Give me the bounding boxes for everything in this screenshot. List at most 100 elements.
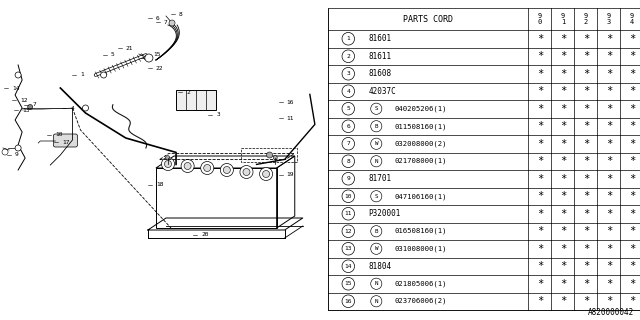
Text: *: *: [559, 296, 566, 306]
Text: 13: 13: [344, 246, 352, 251]
Text: B: B: [374, 124, 378, 129]
Text: *: *: [537, 296, 543, 306]
Text: *: *: [605, 156, 612, 166]
Circle shape: [184, 163, 191, 170]
Circle shape: [100, 72, 107, 78]
Text: 11: 11: [344, 211, 352, 216]
Text: 14: 14: [344, 264, 352, 269]
Circle shape: [220, 164, 234, 177]
Text: 6: 6: [346, 124, 350, 129]
Text: *: *: [605, 121, 612, 131]
Text: *: *: [582, 69, 589, 79]
Circle shape: [243, 169, 250, 175]
Text: 12: 12: [20, 98, 28, 102]
Text: *: *: [628, 209, 635, 219]
Text: 5: 5: [346, 106, 350, 111]
Text: *: *: [582, 226, 589, 236]
Text: 20: 20: [201, 233, 209, 237]
Text: 040205206(1): 040205206(1): [394, 106, 447, 112]
Text: *: *: [582, 209, 589, 219]
Text: *: *: [582, 296, 589, 306]
Text: *: *: [582, 121, 589, 131]
Circle shape: [83, 105, 88, 111]
Text: *: *: [537, 51, 543, 61]
Text: 4: 4: [346, 89, 350, 94]
Text: 81608: 81608: [368, 69, 392, 78]
Text: *: *: [537, 261, 543, 271]
Text: *: *: [559, 244, 566, 254]
Text: *: *: [582, 51, 589, 61]
Text: *: *: [582, 34, 589, 44]
Text: 16: 16: [287, 100, 294, 105]
Polygon shape: [176, 90, 216, 110]
Text: 021708000(1): 021708000(1): [394, 158, 447, 164]
Text: *: *: [628, 69, 635, 79]
Text: P320001: P320001: [368, 209, 401, 218]
Text: *: *: [605, 261, 612, 271]
Text: 023706006(2): 023706006(2): [394, 298, 447, 305]
Text: *: *: [605, 209, 612, 219]
Text: *: *: [605, 69, 612, 79]
Text: *: *: [559, 69, 566, 79]
Text: *: *: [582, 261, 589, 271]
Text: S: S: [374, 106, 378, 111]
Circle shape: [223, 166, 230, 173]
FancyBboxPatch shape: [53, 134, 77, 147]
Text: 8: 8: [346, 159, 350, 164]
Text: 22: 22: [156, 66, 163, 70]
Text: 81611: 81611: [368, 52, 392, 61]
Text: *: *: [605, 51, 612, 61]
Text: 14: 14: [12, 85, 20, 91]
Text: *: *: [582, 86, 589, 96]
Text: 9: 9: [15, 153, 19, 157]
Text: *: *: [559, 156, 566, 166]
Text: *: *: [628, 191, 635, 201]
Text: *: *: [559, 139, 566, 149]
Text: 016508160(1): 016508160(1): [394, 228, 447, 235]
Text: *: *: [537, 209, 543, 219]
Text: *: *: [582, 174, 589, 184]
Text: 42037C: 42037C: [368, 87, 396, 96]
Text: 15: 15: [153, 52, 161, 58]
Text: *: *: [628, 279, 635, 289]
Text: 81701: 81701: [368, 174, 392, 183]
Text: *: *: [582, 244, 589, 254]
Text: *: *: [559, 226, 566, 236]
Text: 12: 12: [344, 229, 352, 234]
Text: 5: 5: [111, 52, 115, 58]
Text: 7: 7: [346, 141, 350, 146]
Text: *: *: [537, 69, 543, 79]
Circle shape: [273, 156, 277, 160]
Text: *: *: [628, 121, 635, 131]
Text: 9
2: 9 2: [584, 13, 588, 25]
Text: *: *: [537, 139, 543, 149]
Circle shape: [181, 159, 194, 172]
Text: 7: 7: [164, 20, 168, 25]
Circle shape: [201, 162, 214, 174]
Text: *: *: [628, 51, 635, 61]
Text: 2: 2: [186, 90, 190, 94]
Text: *: *: [537, 226, 543, 236]
Text: *: *: [559, 174, 566, 184]
Text: 031008000(1): 031008000(1): [394, 245, 447, 252]
Circle shape: [28, 105, 33, 109]
Text: *: *: [605, 244, 612, 254]
Text: W: W: [374, 246, 378, 251]
Text: *: *: [537, 244, 543, 254]
Text: *: *: [537, 121, 543, 131]
Text: *: *: [559, 121, 566, 131]
Text: B: B: [374, 229, 378, 234]
Text: 2: 2: [346, 54, 350, 59]
Text: 9
0: 9 0: [538, 13, 542, 25]
Text: *: *: [605, 226, 612, 236]
Text: *: *: [628, 226, 635, 236]
Text: *: *: [559, 209, 566, 219]
Text: 021805006(1): 021805006(1): [394, 281, 447, 287]
Text: 3: 3: [216, 113, 220, 117]
Text: *: *: [628, 104, 635, 114]
Text: *: *: [582, 279, 589, 289]
Text: 11: 11: [287, 116, 294, 121]
Text: *: *: [628, 261, 635, 271]
Text: 9
4: 9 4: [630, 13, 634, 25]
Text: *: *: [628, 86, 635, 96]
